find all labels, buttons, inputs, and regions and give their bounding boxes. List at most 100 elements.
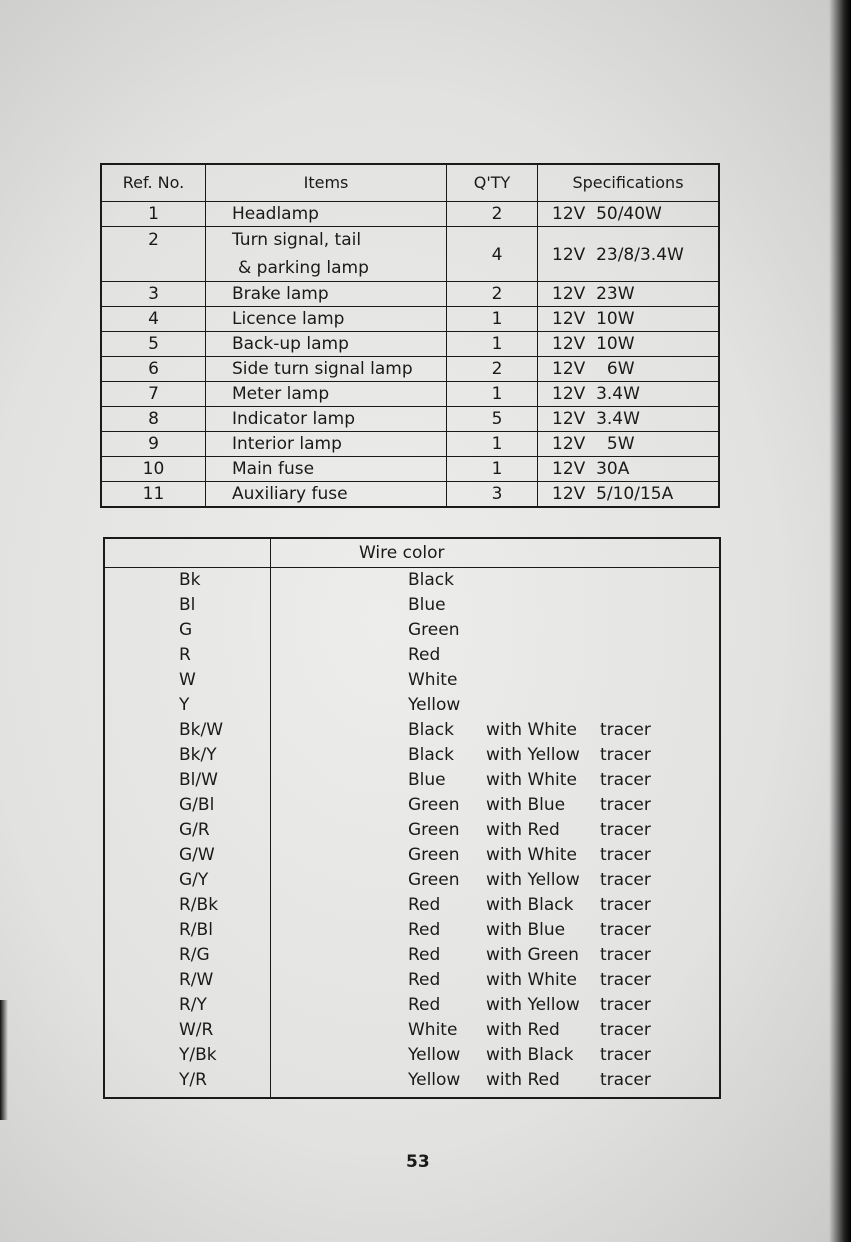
specification: 12V 50/40W <box>537 201 720 227</box>
wire-code: G/W <box>104 843 271 868</box>
wire-color-desc: Red with Black tracer <box>271 893 721 918</box>
table-row: R/Bk Red with Black tracer <box>104 893 720 918</box>
base-color: Green <box>408 820 460 840</box>
ref-no: 8 <box>100 406 206 432</box>
item-name: Side turn signal lamp <box>205 356 447 382</box>
ref-no: 5 <box>100 331 206 357</box>
table-row: R/G Red with Green tracer <box>104 943 720 968</box>
table-row: 8 Indicator lamp 5 12V 3.4W <box>100 406 720 432</box>
item-name: Auxiliary fuse <box>205 481 447 508</box>
item-name: Brake lamp <box>205 281 447 307</box>
base-color: Red <box>408 945 441 965</box>
tracer-color: with Red <box>486 1020 560 1040</box>
specification: 12V 23W <box>537 281 720 307</box>
table-row: 11 Auxiliary fuse 3 12V 5/10/15A <box>100 481 720 508</box>
ref-no: 3 <box>100 281 206 307</box>
item-name: Main fuse <box>205 456 447 482</box>
quantity: 4 <box>446 226 538 282</box>
page-number: 53 <box>406 1152 430 1172</box>
scan-edge-shadow <box>829 0 851 1242</box>
base-color: Yellow <box>408 1070 461 1090</box>
wire-color-desc: Green <box>271 618 721 643</box>
table-header-row: Wire color <box>104 538 720 568</box>
quantity: 2 <box>446 281 538 307</box>
table-row: 7 Meter lamp 1 12V 3.4W <box>100 381 720 407</box>
tracer-label: tracer <box>600 1020 651 1040</box>
tracer-color: with Blue <box>486 920 566 940</box>
wire-code: R/Y <box>104 993 271 1018</box>
specification: 12V 5W <box>537 431 720 457</box>
base-color: Red <box>408 995 441 1015</box>
wire-code: R/Bk <box>104 893 271 918</box>
table-row: 3 Brake lamp 2 12V 23W <box>100 281 720 307</box>
tracer-color: with Blue <box>486 795 566 815</box>
wire-color-desc: Black <box>271 568 721 594</box>
tracer-color: with White <box>486 770 577 790</box>
quantity: 1 <box>446 331 538 357</box>
wire-code: Y/R <box>104 1068 271 1098</box>
wire-color-desc: Red with Blue tracer <box>271 918 721 943</box>
wire-code: Y/Bk <box>104 1043 271 1068</box>
wire-color-desc: Black with Yellow tracer <box>271 743 721 768</box>
tracer-color: with Black <box>486 1045 574 1065</box>
wire-code: Bl <box>104 593 271 618</box>
wire-color-desc: Red with White tracer <box>271 968 721 993</box>
wire-code: R/Bl <box>104 918 271 943</box>
quantity: 2 <box>446 201 538 227</box>
table-row: G/Bl Green with Blue tracer <box>104 793 720 818</box>
table-row: R/W Red with White tracer <box>104 968 720 993</box>
tracer-color: with Red <box>486 1070 560 1090</box>
wire-code: Bl/W <box>104 768 271 793</box>
tracer-label: tracer <box>600 945 651 965</box>
wire-color-desc: Yellow with Black tracer <box>271 1043 721 1068</box>
scan-edge-shadow <box>0 1000 8 1120</box>
quantity: 1 <box>446 306 538 332</box>
table-row: Bl Blue <box>104 593 720 618</box>
table-row: G/Y Green with Yellow tracer <box>104 868 720 893</box>
header-specifications: Specifications <box>537 163 720 202</box>
ref-no: 4 <box>100 306 206 332</box>
base-color: Black <box>408 720 454 740</box>
item-label: Meter lamp <box>232 384 330 404</box>
base-color: Green <box>408 845 460 865</box>
ref-no: 7 <box>100 381 206 407</box>
base-color: Green <box>408 795 460 815</box>
table-row: 1 Headlamp 2 12V 50/40W <box>100 201 720 227</box>
tracer-label: tracer <box>600 895 651 915</box>
item-label: Side turn signal lamp <box>232 359 413 379</box>
ref-no: 1 <box>100 201 206 227</box>
table-row: 4 Licence lamp 1 12V 10W <box>100 306 720 332</box>
wire-color-table: Wire color Bk Black Bl Blue G Green R Red W … <box>103 537 721 1099</box>
wire-color-desc: Green with Blue tracer <box>271 793 721 818</box>
wire-code: R <box>104 643 271 668</box>
tracer-color: with White <box>486 845 577 865</box>
wire-color-desc: Yellow <box>271 693 721 718</box>
item-name: Interior lamp <box>205 431 447 457</box>
wire-color-desc: Green with Yellow tracer <box>271 868 721 893</box>
ref-no: 2 <box>100 226 206 282</box>
wire-code: R/W <box>104 968 271 993</box>
tracer-label: tracer <box>600 795 651 815</box>
table-row: 6 Side turn signal lamp 2 12V 6W <box>100 356 720 382</box>
base-color: Red <box>408 970 441 990</box>
header-items: Items <box>205 163 447 202</box>
base-color: Red <box>408 920 441 940</box>
table-row: Bl/W Blue with White tracer <box>104 768 720 793</box>
specification: 12V 5/10/15A <box>537 481 720 508</box>
wire-code: Bk/Y <box>104 743 271 768</box>
table-row: G/R Green with Red tracer <box>104 818 720 843</box>
tracer-color: with White <box>486 970 577 990</box>
table-row: W White <box>104 668 720 693</box>
specification: 12V 3.4W <box>537 406 720 432</box>
table-row: W/R White with Red tracer <box>104 1018 720 1043</box>
item-label-continued: & parking lamp <box>238 258 369 278</box>
header-qty: Q'TY <box>446 163 538 202</box>
base-color: Red <box>408 645 441 665</box>
specification: 12V 10W <box>537 306 720 332</box>
table-row: 5 Back-up lamp 1 12V 10W <box>100 331 720 357</box>
quantity: 5 <box>446 406 538 432</box>
table-row: G/W Green with White tracer <box>104 843 720 868</box>
quantity: 2 <box>446 356 538 382</box>
tracer-label: tracer <box>600 770 651 790</box>
base-color: Blue <box>408 770 446 790</box>
